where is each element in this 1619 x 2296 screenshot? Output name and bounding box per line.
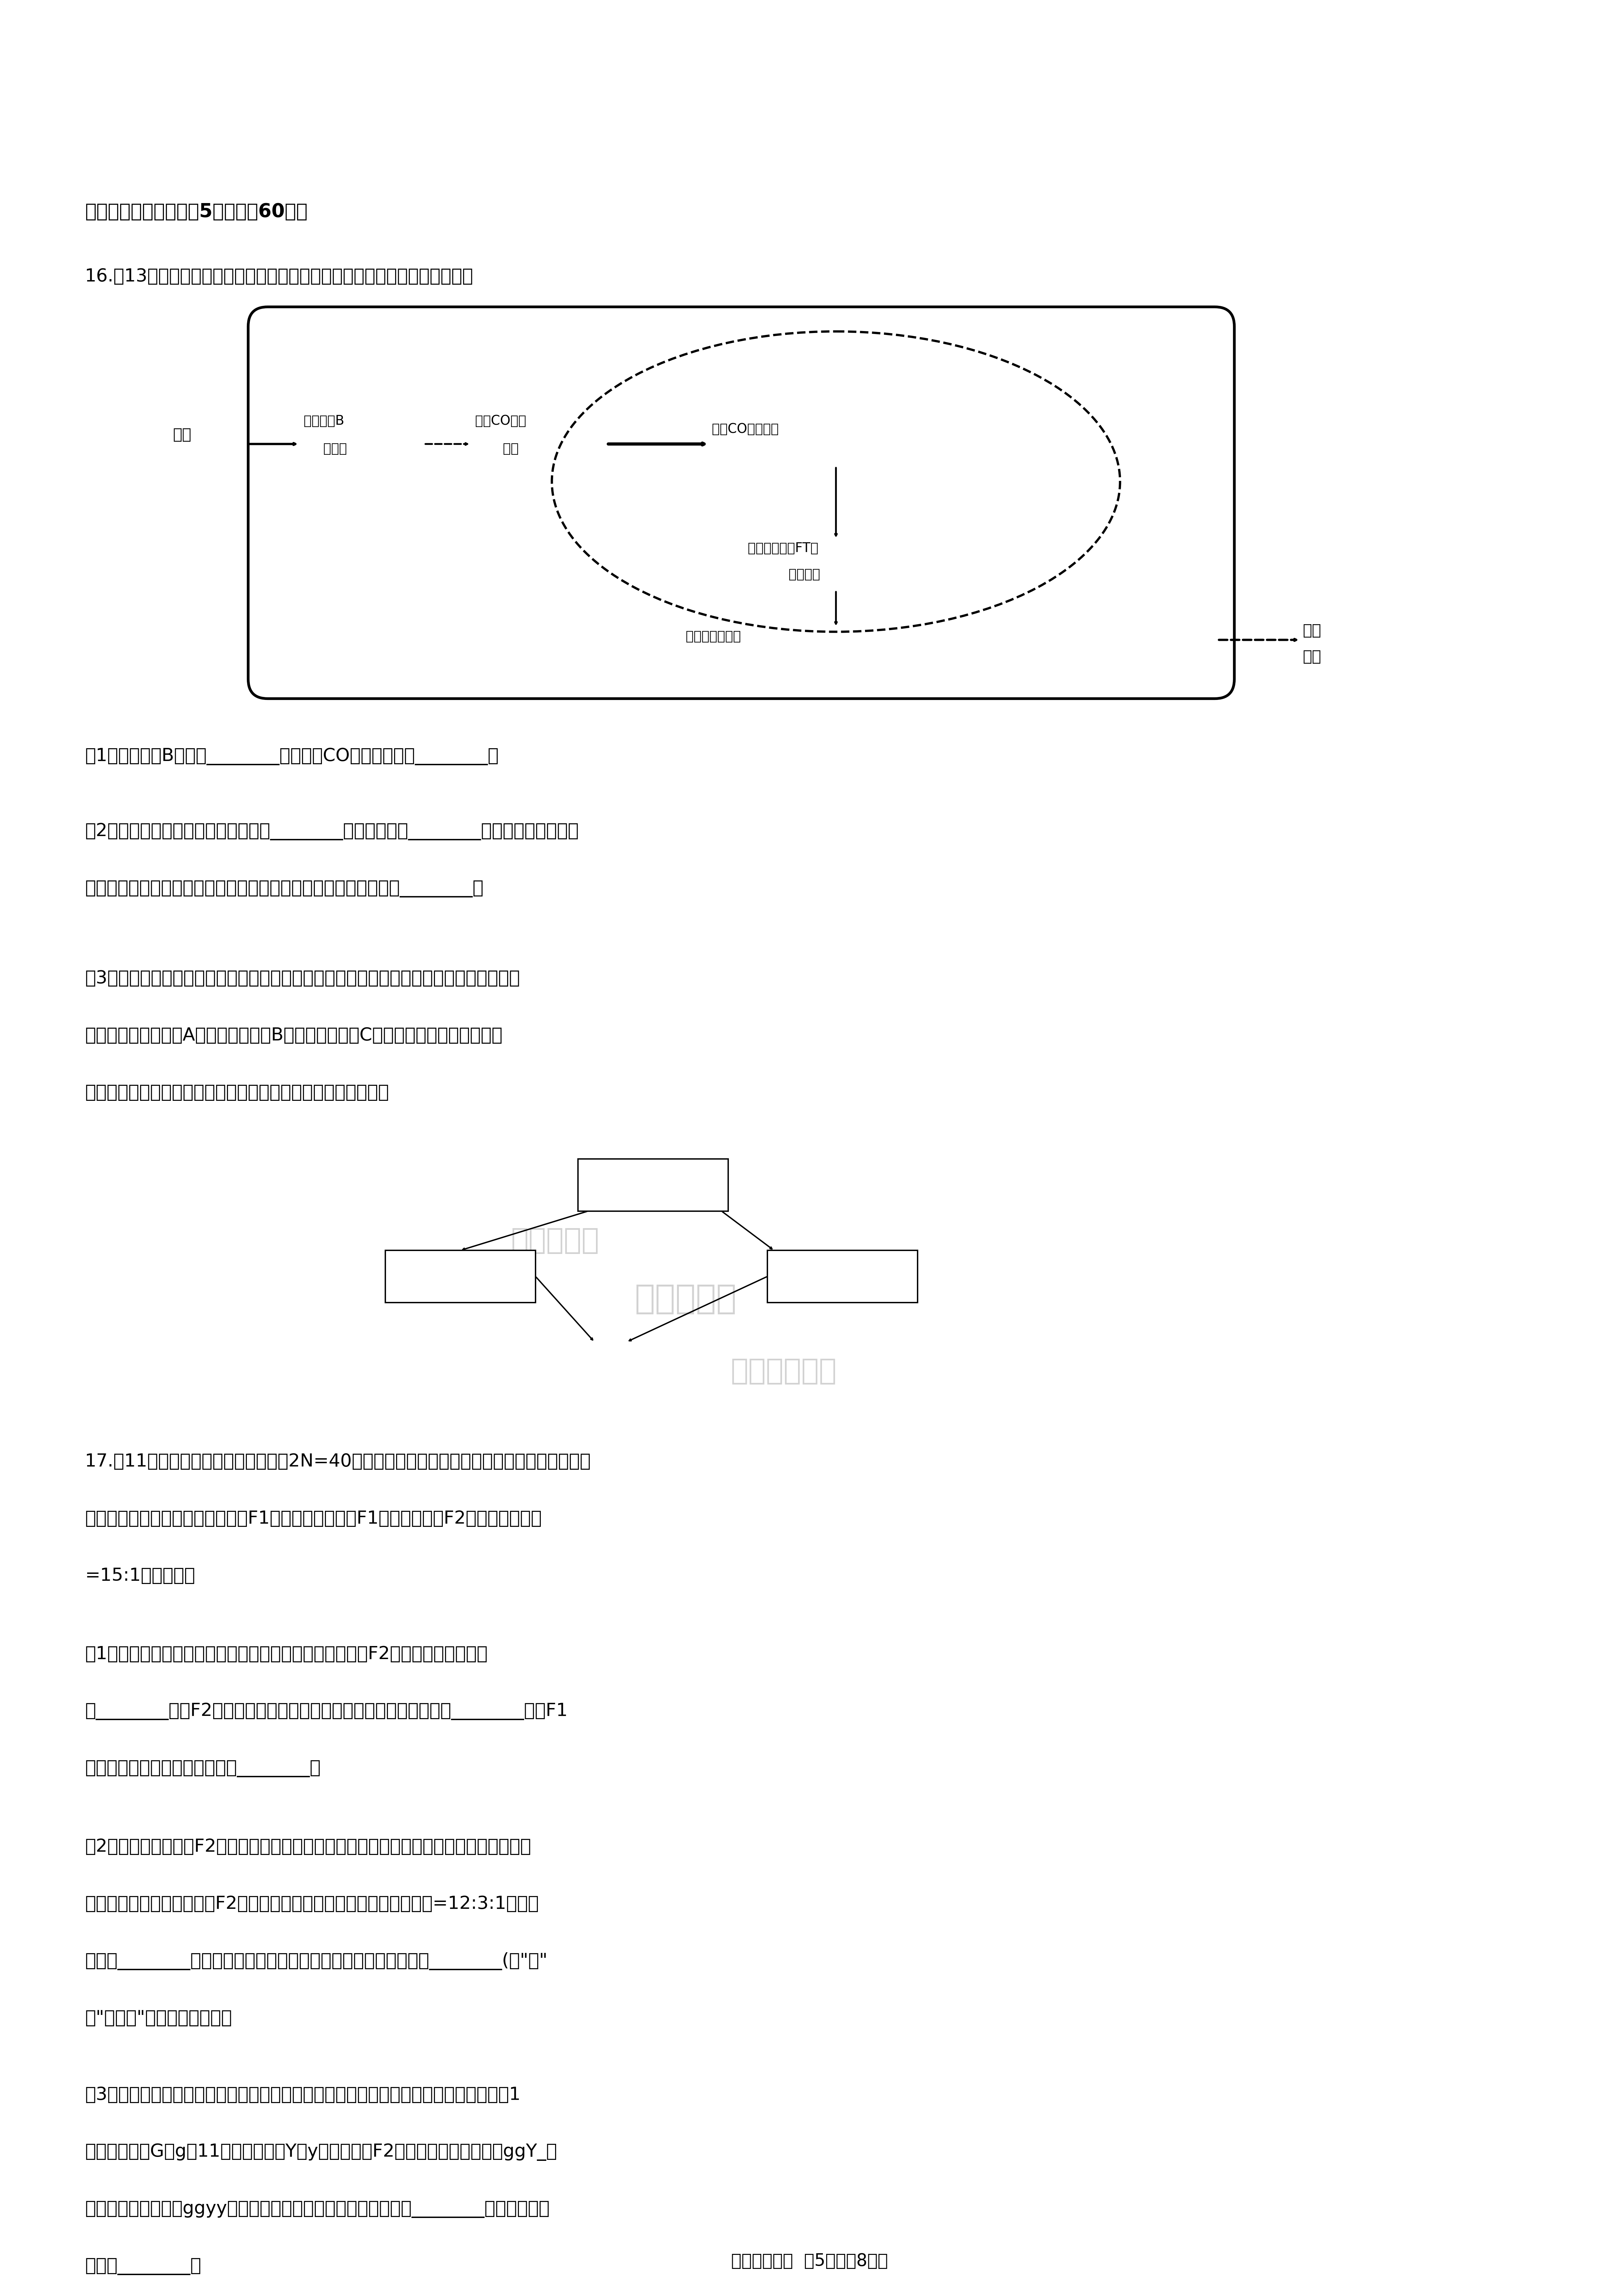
Text: 既有黄种皮又有绿种皮，且F2中绿种皮绿叶：黄种皮绿叶：黄种皮黄叶=12:3:1。种皮: 既有黄种皮又有绿种皮，且F2中绿种皮绿叶：黄种皮绿叶：黄种皮黄叶=12:3:1。…: [84, 1894, 539, 1913]
Bar: [767, 1251, 918, 1302]
Text: 理由是________。: 理由是________。: [84, 2257, 201, 2275]
Text: 微信搜一搜: 微信搜一搜: [512, 1226, 599, 1256]
Text: （1）研究人员推测叶片颜色性状由两对等位基因控制，则F2中绿叶大豆的基因型: （1）研究人员推测叶片颜色性状由两对等位基因控制，则F2中绿叶大豆的基因型: [84, 1646, 487, 1662]
Text: 程的影响关系。补充图中有关内容（在横线上填写相应字母）。: 程的影响关系。补充图中有关内容（在横线上填写相应字母）。: [84, 1084, 389, 1102]
Text: 红光: 红光: [173, 427, 191, 443]
Text: 成花素基因（FT）: 成花素基因（FT）: [748, 542, 818, 556]
Text: 高考早知道: 高考早知道: [635, 1283, 737, 1316]
Text: （3）研究人员通过基因定位分析发现，叶片颜色性状由两对等位基因控制，分别是位于1: （3）研究人员通过基因定位分析发现，叶片颜色性状由两对等位基因控制，分别是位于1: [84, 2087, 521, 2103]
Text: 核内CO含量减少: 核内CO含量减少: [712, 422, 779, 436]
Text: 促进CO蛋白: 促进CO蛋白: [474, 416, 526, 427]
Text: 成花素含量减少: 成花素含量减少: [686, 629, 742, 643]
Text: 高三生物试题  第5页（共8页）: 高三生物试题 第5页（共8页）: [732, 2252, 887, 2268]
Text: 被激活: 被激活: [324, 443, 346, 455]
Text: 分析，红光信号传导到细胞核内在分子水平上体现出的具体形式是________。: 分析，红光信号传导到细胞核内在分子水平上体现出的具体形式是________。: [84, 879, 484, 898]
Text: ①: ①: [644, 1169, 661, 1185]
Text: 或"不遵循"）自由组合定律。: 或"不遵循"）自由组合定律。: [84, 2009, 232, 2027]
Text: 17.（11分）某科研小组为研究大豆（2N=40）叶片颜色性状的遗传方式，选用两个品种的纯种: 17.（11分）某科研小组为研究大豆（2N=40）叶片颜色性状的遗传方式，选用两…: [84, 1453, 591, 1469]
Text: 开花: 开花: [1303, 625, 1321, 638]
Text: 绿叶大豆作为亲本进行杂交实验，F1全部表现为绿叶，F1自交后得到的F2中，绿叶：黄叶: 绿叶大豆作为亲本进行杂交实验，F1全部表现为绿叶，F1自交后得到的F2中，绿叶：…: [84, 1511, 542, 1527]
Text: （2）研究人员发现，F2中黄叶大豆植株产生的种子均为黄种皮，绿叶大豆植株产生的种子: （2）研究人员发现，F2中黄叶大豆植株产生的种子均为黄种皮，绿叶大豆植株产生的种…: [84, 1839, 531, 1855]
Text: 转录减弱: 转录减弱: [788, 567, 821, 581]
Text: （3）植物的生长发育的调控，是由基因表达调控、激素调节和环境因素调节共同完成的。: （3）植物的生长发育的调控，是由基因表达调控、激素调节和环境因素调节共同完成的。: [84, 969, 520, 987]
Bar: [385, 1251, 536, 1302]
Text: 下图表示环境因素（A）、植物激素（B）和基因表达（C）三者调节植物生长发育过: 下图表示环境因素（A）、植物激素（B）和基因表达（C）三者调节植物生长发育过: [84, 1026, 502, 1045]
Text: ②: ②: [834, 1261, 850, 1277]
Text: 16.（13分）拟南芥在红光下出现开花延迟，其基本调节过程如图。请回答：: 16.（13分）拟南芥在红光下出现开花延迟，其基本调节过程如图。请回答：: [84, 269, 473, 285]
Text: =15:1。请回答：: =15:1。请回答：: [84, 1566, 194, 1584]
Ellipse shape: [552, 331, 1120, 631]
FancyBboxPatch shape: [248, 308, 1234, 698]
Bar: [578, 1159, 729, 1212]
Text: 黄种皮黄叶基因型为ggyy。据此推测，控制种皮颜色的基因位于________号染色体上，: 黄种皮黄叶基因型为ggyy。据此推测，控制种皮颜色的基因位于________号染…: [84, 2200, 549, 2218]
Text: （2）红光调节拟南芥开花的过程包括________、传导信号、________三个基本环节。据图: （2）红光调节拟南芥开花的过程包括________、传导信号、________三…: [84, 822, 578, 840]
Text: 光敏色素B: 光敏色素B: [304, 416, 345, 427]
Text: （1）光敏色素B是一类________复合体；CO的直接作用是________。: （1）光敏色素B是一类________复合体；CO的直接作用是________。: [84, 748, 499, 765]
Text: ③: ③: [452, 1261, 468, 1277]
Text: 颜色由________对等位基因控制。种皮颜色和叶片颜色性状的遗传________(填"遵": 颜色由________对等位基因控制。种皮颜色和叶片颜色性状的遗传_______…: [84, 1952, 547, 1970]
Text: 降解: 降解: [504, 443, 518, 455]
Text: 有________种；F2绿叶大豆中与亲本基因型相同的个体所占的比例为________，与F1: 有________种；F2绿叶大豆中与亲本基因型相同的个体所占的比例为_____…: [84, 1704, 568, 1720]
Text: 二、非选择题（本题共5小题，共60分）: 二、非选择题（本题共5小题，共60分）: [84, 202, 308, 220]
Text: 延迟: 延迟: [1303, 650, 1321, 664]
Text: 基因型相同的个体所占的比例为________。: 基因型相同的个体所占的比例为________。: [84, 1759, 321, 1777]
Text: 号染色体上的G、g和11号染色体上的Y、y。检测得知F2中黄种皮绿叶基因型为ggY_，: 号染色体上的G、g和11号染色体上的Y、y。检测得知F2中黄种皮绿叶基因型为gg…: [84, 2142, 557, 2161]
Text: 获取更多资料: 获取更多资料: [730, 1357, 837, 1384]
